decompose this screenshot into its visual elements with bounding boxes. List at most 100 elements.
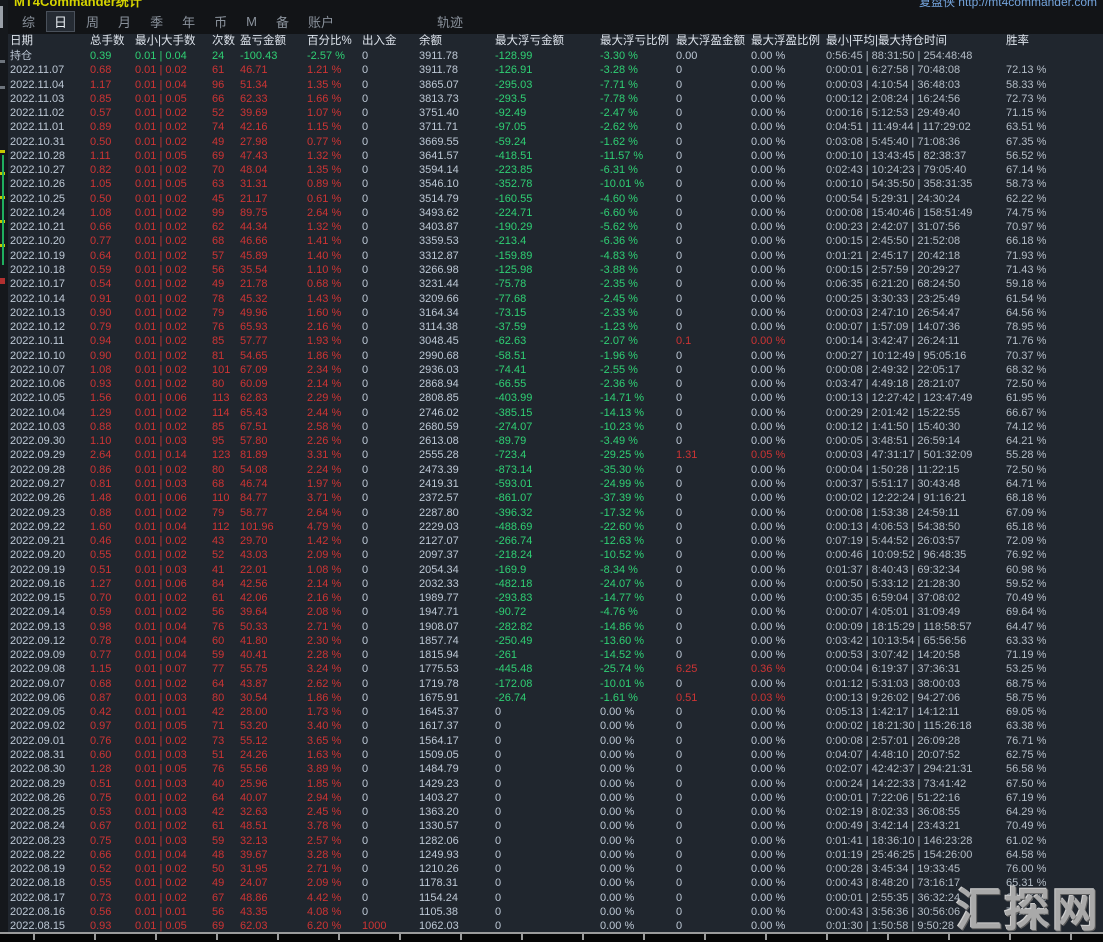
column-header[interactable]: 次数 xyxy=(212,35,235,47)
table-row[interactable]: 2022.10.13 0.90 0.01 | 0.02 79 49.96 1.6… xyxy=(8,306,1103,320)
cell-total-lots: 0.39 xyxy=(90,50,112,62)
column-header[interactable]: 日期 xyxy=(10,35,33,47)
table-row[interactable]: 2022.08.17 0.73 0.01 | 0.02 67 48.86 4.4… xyxy=(8,891,1103,905)
table-row[interactable]: 2022.08.16 0.56 0.01 | 0.01 56 43.35 4.0… xyxy=(8,905,1103,919)
table-row[interactable]: 2022.10.14 0.91 0.01 | 0.02 78 45.32 1.4… xyxy=(8,292,1103,306)
column-header[interactable]: 总手数 xyxy=(90,35,125,47)
table-row[interactable]: 2022.09.15 0.70 0.01 | 0.02 61 42.06 2.1… xyxy=(8,591,1103,605)
table-row[interactable]: 2022.09.01 0.76 0.01 | 0.02 73 55.12 3.6… xyxy=(8,734,1103,748)
table-row[interactable]: 2022.08.25 0.53 0.01 | 0.03 42 32.63 2.4… xyxy=(8,805,1103,819)
table-row[interactable]: 2022.09.16 1.27 0.01 | 0.06 84 42.56 2.1… xyxy=(8,577,1103,591)
table-row[interactable]: 2022.08.23 0.75 0.01 | 0.03 59 32.13 2.5… xyxy=(8,834,1103,848)
table-row[interactable]: 2022.10.07 1.08 0.01 | 0.02 101 67.09 2.… xyxy=(8,363,1103,377)
table-row[interactable]: 2022.10.11 0.94 0.01 | 0.02 85 57.77 1.9… xyxy=(8,334,1103,348)
tab-账户[interactable]: 账户 xyxy=(307,15,334,30)
column-header[interactable]: 最大浮盈比例 xyxy=(751,35,820,47)
tab-备[interactable]: 备 xyxy=(275,15,289,30)
table-row[interactable]: 2022.09.26 1.48 0.01 | 0.06 110 84.77 3.… xyxy=(8,491,1103,505)
table-row[interactable]: 2022.11.03 0.85 0.01 | 0.05 66 62.33 1.6… xyxy=(8,92,1103,106)
tab-周[interactable]: 周 xyxy=(86,15,100,30)
column-header[interactable]: 最大浮亏金额 xyxy=(495,35,564,47)
table-row[interactable]: 2022.10.20 0.77 0.01 | 0.02 68 46.66 1.4… xyxy=(8,234,1103,248)
table-row[interactable]: 2022.09.14 0.59 0.01 | 0.02 56 39.64 2.0… xyxy=(8,605,1103,619)
tab-币[interactable]: 币 xyxy=(214,15,228,30)
table-row[interactable]: 2022.10.31 0.50 0.01 | 0.02 49 27.98 0.7… xyxy=(8,135,1103,149)
table-row[interactable]: 2022.10.06 0.93 0.01 | 0.02 80 60.09 2.1… xyxy=(8,377,1103,391)
column-header[interactable]: 最大浮亏比例 xyxy=(600,35,669,47)
cell-pnl-percent: 2.26 % xyxy=(307,435,342,448)
table-row[interactable]: 2022.09.19 0.51 0.01 | 0.03 41 22.01 1.0… xyxy=(8,563,1103,577)
table-row[interactable]: 2022.09.05 0.42 0.01 | 0.01 42 28.00 1.7… xyxy=(8,705,1103,719)
cell-win-rate: 71.43 % xyxy=(1006,263,1047,276)
table-row[interactable]: 2022.09.21 0.46 0.01 | 0.02 43 29.70 1.4… xyxy=(8,534,1103,548)
table-row[interactable]: 2022.09.20 0.55 0.01 | 0.02 52 43.03 2.0… xyxy=(8,548,1103,562)
table-row[interactable]: 2022.09.29 2.64 0.01 | 0.14 123 81.89 3.… xyxy=(8,448,1103,462)
cell-balance: 1775.53 xyxy=(419,663,459,676)
table-row[interactable]: 2022.08.29 0.51 0.01 | 0.03 40 25.96 1.8… xyxy=(8,777,1103,791)
table-row[interactable]: 持仓 0.39 0.01 | 0.04 24 -100.43 -2.57 % 0… xyxy=(8,49,1103,63)
vendor-link[interactable]: 复盘侠 http://mt4commander.com xyxy=(918,0,1097,9)
table-row[interactable]: 2022.09.09 0.77 0.01 | 0.04 59 40.41 2.2… xyxy=(8,648,1103,662)
table-row[interactable]: 2022.10.12 0.79 0.01 | 0.02 76 65.93 2.1… xyxy=(8,320,1103,334)
table-row[interactable]: 2022.10.03 0.88 0.01 | 0.02 85 67.51 2.5… xyxy=(8,420,1103,434)
table-row[interactable]: 2022.08.15 0.93 0.01 | 0.05 69 62.03 6.2… xyxy=(8,919,1103,933)
table-row[interactable]: 2022.11.02 0.57 0.01 | 0.02 52 39.69 1.0… xyxy=(8,106,1103,120)
tab-年[interactable]: 年 xyxy=(182,15,196,30)
column-header[interactable]: 盈亏金额 xyxy=(240,35,286,47)
table-row[interactable]: 2022.09.28 0.86 0.01 | 0.02 80 54.08 2.2… xyxy=(8,463,1103,477)
column-header[interactable]: 最大浮盈金额 xyxy=(676,35,745,47)
chart-time-axis[interactable] xyxy=(0,932,1103,942)
table-row[interactable]: 2022.10.18 0.59 0.01 | 0.02 56 35.54 1.1… xyxy=(8,263,1103,277)
cell-date: 2022.08.17 xyxy=(10,891,66,904)
column-header[interactable]: 余额 xyxy=(419,35,442,47)
table-row[interactable]: 2022.09.06 0.87 0.01 | 0.03 80 30.54 1.8… xyxy=(8,691,1103,705)
table-row[interactable]: 2022.10.21 0.66 0.01 | 0.02 62 44.34 1.3… xyxy=(8,220,1103,234)
tab-综[interactable]: 综 xyxy=(22,15,36,30)
cell-date: 2022.09.30 xyxy=(10,435,66,448)
table-row[interactable]: 2022.08.30 1.28 0.01 | 0.05 76 55.56 3.8… xyxy=(8,762,1103,776)
table-row[interactable]: 2022.08.31 0.60 0.01 | 0.03 51 24.26 1.6… xyxy=(8,748,1103,762)
cell-deposit-withdrawal: 0 xyxy=(362,406,369,419)
table-row[interactable]: 2022.10.24 1.08 0.01 | 0.02 99 89.75 2.6… xyxy=(8,206,1103,220)
table-row[interactable]: 2022.10.27 0.82 0.01 | 0.02 70 48.04 1.3… xyxy=(8,163,1103,177)
table-row[interactable]: 2022.09.02 0.97 0.01 | 0.05 71 53.20 3.4… xyxy=(8,719,1103,733)
table-row[interactable]: 2022.09.27 0.81 0.01 | 0.03 68 46.74 1.9… xyxy=(8,477,1103,491)
cell-date: 2022.11.07 xyxy=(10,64,65,77)
table-row[interactable]: 2022.11.04 1.17 0.01 | 0.04 96 51.34 1.3… xyxy=(8,78,1103,92)
table-row[interactable]: 2022.09.13 0.98 0.01 | 0.04 76 50.33 2.7… xyxy=(8,620,1103,634)
column-header[interactable]: 出入金 xyxy=(362,35,397,47)
table-row[interactable]: 2022.09.12 0.78 0.01 | 0.04 60 41.80 2.3… xyxy=(8,634,1103,648)
column-header[interactable]: 最小|平均|最大持仓时间 xyxy=(826,35,947,47)
column-header[interactable]: 胜率 xyxy=(1006,35,1029,47)
table-row[interactable]: 2022.09.22 1.60 0.01 | 0.04 112 101.96 4… xyxy=(8,520,1103,534)
tab-季[interactable]: 季 xyxy=(150,15,164,30)
table-row[interactable]: 2022.08.26 0.75 0.01 | 0.02 64 40.07 2.9… xyxy=(8,791,1103,805)
table-row[interactable]: 2022.10.19 0.64 0.01 | 0.02 57 45.89 1.4… xyxy=(8,249,1103,263)
cell-trade-count: 41 xyxy=(212,563,225,576)
table-row[interactable]: 2022.10.25 0.50 0.01 | 0.02 45 21.17 0.6… xyxy=(8,192,1103,206)
cell-balance: 2287.80 xyxy=(419,506,459,519)
table-row[interactable]: 2022.10.28 1.11 0.01 | 0.05 69 47.43 1.3… xyxy=(8,149,1103,163)
table-row[interactable]: 2022.08.18 0.55 0.01 | 0.02 49 24.07 2.0… xyxy=(8,876,1103,890)
axis-tick xyxy=(1070,934,1072,940)
table-row[interactable]: 2022.09.30 1.10 0.01 | 0.03 95 57.80 2.2… xyxy=(8,434,1103,448)
column-header[interactable]: 百分比% xyxy=(307,35,352,47)
table-row[interactable]: 2022.10.17 0.54 0.01 | 0.02 49 21.78 0.6… xyxy=(8,277,1103,291)
tab-月[interactable]: 月 xyxy=(118,15,132,30)
table-row[interactable]: 2022.10.10 0.90 0.01 | 0.02 81 54.65 1.8… xyxy=(8,349,1103,363)
table-row[interactable]: 2022.11.07 0.68 0.01 | 0.02 61 46.71 1.2… xyxy=(8,63,1103,77)
table-row[interactable]: 2022.09.23 0.88 0.01 | 0.02 79 58.77 2.6… xyxy=(8,506,1103,520)
table-row[interactable]: 2022.09.07 0.68 0.01 | 0.02 64 43.87 2.6… xyxy=(8,677,1103,691)
table-row[interactable]: 2022.11.01 0.89 0.01 | 0.02 74 42.16 1.1… xyxy=(8,120,1103,134)
table-row[interactable]: 2022.08.24 0.67 0.01 | 0.02 61 48.51 3.7… xyxy=(8,819,1103,833)
column-header[interactable]: 最小|大手数 xyxy=(135,35,196,47)
tab-日[interactable]: 日 xyxy=(46,11,76,32)
table-row[interactable]: 2022.10.04 1.29 0.01 | 0.02 114 65.43 2.… xyxy=(8,406,1103,420)
tab-M[interactable]: M xyxy=(246,14,257,29)
table-row[interactable]: 2022.10.05 1.56 0.01 | 0.06 113 62.83 2.… xyxy=(8,391,1103,405)
tab-轨迹[interactable]: 轨迹 xyxy=(436,15,463,30)
table-row[interactable]: 2022.09.08 1.15 0.01 | 0.07 77 55.75 3.2… xyxy=(8,662,1103,676)
table-row[interactable]: 2022.10.26 1.05 0.01 | 0.05 63 31.31 0.8… xyxy=(8,177,1103,191)
table-row[interactable]: 2022.08.22 0.66 0.01 | 0.04 48 39.67 3.2… xyxy=(8,848,1103,862)
table-row[interactable]: 2022.08.19 0.52 0.01 | 0.02 50 31.95 2.7… xyxy=(8,862,1103,876)
